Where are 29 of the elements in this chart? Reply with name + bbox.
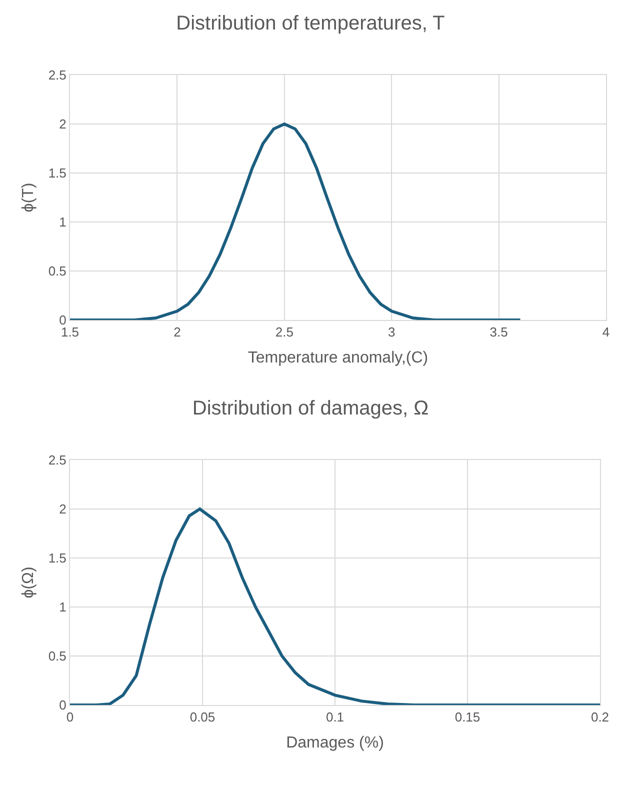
y-axis-title: ϕ(T) [20,182,38,212]
y-tick-label: 2 [59,116,66,132]
line-series [70,508,600,705]
x-tick-label: 2.5 [275,324,294,340]
x-tick-label: 0.15 [454,710,480,725]
chart-title: Distribution of temperatures, T [176,12,445,34]
y-tick-label: 2 [59,502,66,517]
y-axis-title: ϕ(Ω) [20,566,38,598]
y-tick-label: 2.5 [48,68,66,83]
y-tick-label: 0 [59,312,66,328]
y-tick-label: 0 [59,698,66,713]
x-tick-label: 2 [174,324,181,340]
x-axis-title: Temperature anomaly,(C) [248,349,428,366]
x-tick-label: 3 [388,324,396,340]
y-tick-label: 1 [59,214,66,230]
x-tick-label: 0.1 [326,710,344,725]
y-tick-label: 0.5 [48,264,66,279]
y-tick-label: 2.5 [48,452,66,468]
y-tick-label: 0.5 [48,648,66,664]
x-tick-label: 3.5 [490,324,508,340]
y-tick-label: 1.5 [48,166,66,181]
x-tick-label: 0.2 [590,710,610,725]
x-tick-label: 0.05 [190,710,216,725]
line-series [70,122,522,320]
y-tick-label: 1.5 [48,550,66,566]
chart-title: Distribution of damages, Ω [192,397,429,420]
y-tick-label: 1 [59,600,66,615]
x-tick-label: 4 [602,324,610,340]
x-axis-title: Damages (%) [286,734,384,752]
